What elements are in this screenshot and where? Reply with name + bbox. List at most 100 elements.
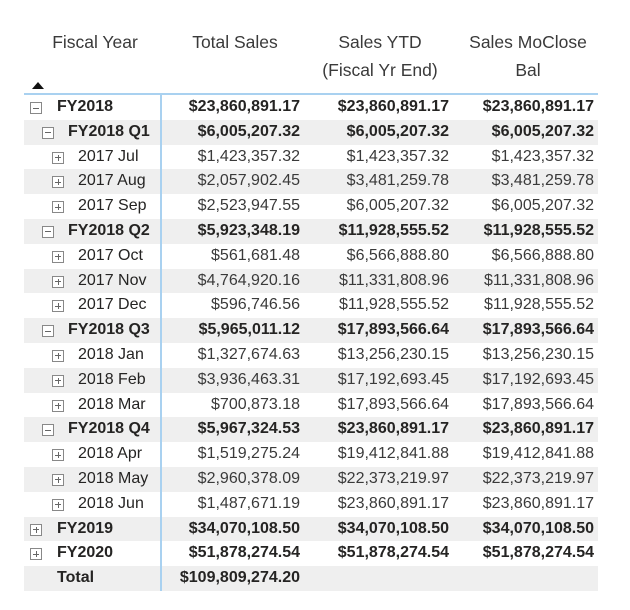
total-sales-cell: $34,070,108.50: [188, 519, 300, 537]
header-sales-ytd[interactable]: Sales YTD (Fiscal Yr End): [310, 28, 450, 84]
expand-plus-icon[interactable]: [30, 523, 42, 536]
row-header-divider: [160, 95, 162, 591]
total-sales-cell: $2,523,947.55: [197, 197, 300, 215]
total-sales-cell: $1,423,357.32: [197, 147, 300, 165]
total-sales-cell: $4,764,920.16: [197, 271, 300, 289]
sales-moclose-cell: $23,860,891.17: [482, 98, 594, 115]
row-label: 2018 May: [78, 469, 149, 487]
row-label: 2017 Jul: [78, 147, 139, 165]
total-sales-cell: $23,860,891.17: [188, 98, 300, 115]
expand-plus-icon[interactable]: [52, 349, 64, 362]
row-label: 2018 Jan: [78, 345, 144, 363]
expand-plus-icon[interactable]: [52, 374, 64, 387]
sales-moclose-cell: $6,005,207.32: [491, 197, 594, 215]
table-row[interactable]: FY2019 $34,070,108.50 $34,070,108.50 $34,07…: [24, 516, 598, 542]
sales-ytd-cell: $13,256,230.15: [337, 345, 449, 363]
table-row[interactable]: FY2018 Q4 $5,967,324.53 $23,860,891.17 $23,…: [24, 417, 598, 443]
table-row[interactable]: FY2018 Q3 $5,965,011.12 $17,893,566.64 $17,…: [24, 318, 598, 343]
sales-moclose-cell: $6,566,888.80: [491, 246, 594, 264]
expand-plus-icon[interactable]: [52, 473, 64, 486]
header-fiscal-year[interactable]: Fiscal Year: [52, 32, 138, 52]
table-row[interactable]: FY2018 Q1 $6,005,207.32 $6,005,207.32 $6,00…: [24, 119, 598, 145]
table-row[interactable]: 2018 May $2,960,378.09 $22,373,219.97 $22,3…: [24, 466, 598, 492]
table-row[interactable]: 2018 Jan $1,327,674.63 $13,256,230.15 $13,2…: [24, 343, 598, 368]
row-label: 2017 Dec: [78, 296, 147, 314]
table-row[interactable]: 2018 Apr $1,519,275.24 $19,412,841.88 $19,4…: [24, 442, 598, 467]
collapse-minus-icon[interactable]: [42, 225, 54, 238]
total-sales-cell: $596,746.56: [211, 296, 300, 314]
expand-plus-icon[interactable]: [52, 300, 64, 313]
sales-ytd-cell: $3,481,259.78: [346, 172, 449, 190]
header-sales-ytd-line2: (Fiscal Yr End): [322, 60, 438, 80]
table-row[interactable]: FY2018 Q2 $5,923,348.19 $11,928,555.52 $11,…: [24, 218, 598, 244]
sort-ascending-icon[interactable]: [32, 82, 44, 89]
expand-plus-icon[interactable]: [52, 201, 64, 214]
expand-plus-icon[interactable]: [52, 275, 64, 288]
row-label: FY2018 Q4: [68, 420, 150, 438]
collapse-minus-icon[interactable]: [42, 424, 54, 437]
sales-ytd-cell: $23,860,891.17: [337, 494, 449, 512]
expand-plus-icon[interactable]: [30, 548, 42, 561]
table-row[interactable]: 2017 Aug $2,057,902.45 $3,481,259.78 $3,481…: [24, 169, 598, 195]
header-total-sales[interactable]: Total Sales: [192, 32, 278, 52]
row-label: FY2018 Q1: [68, 122, 150, 140]
row-label: FY2020: [57, 544, 114, 562]
total-sales-cell: $1,519,275.24: [197, 445, 300, 463]
table-row[interactable]: FY2020 $51,878,274.54 $51,878,274.54 $51,87…: [24, 541, 598, 566]
row-label: FY2018: [57, 98, 114, 115]
header-divider: [24, 93, 598, 95]
sales-moclose-cell: $11,331,808.96: [483, 271, 594, 289]
collapse-minus-icon[interactable]: [42, 325, 54, 338]
row-label: 2018 Mar: [78, 395, 146, 413]
sales-moclose-cell: $17,893,566.64: [482, 321, 594, 339]
total-sales-cell: $5,965,011.12: [198, 321, 300, 339]
table-row[interactable]: 2017 Nov $4,764,920.16 $11,331,808.96 $11,3…: [24, 268, 598, 294]
sales-moclose-cell: $17,192,693.45: [482, 370, 594, 388]
sales-ytd-cell: $17,893,566.64: [337, 321, 449, 339]
sales-moclose-cell: $6,005,207.32: [491, 122, 594, 140]
expand-plus-icon[interactable]: [52, 250, 64, 263]
row-label: Total: [57, 569, 95, 587]
row-label: 2018 Apr: [78, 445, 143, 463]
table-row[interactable]: 2017 Sep $2,523,947.55 $6,005,207.32 $6,005…: [24, 194, 598, 219]
collapse-minus-icon[interactable]: [42, 126, 54, 139]
table-row[interactable]: 2018 Feb $3,936,463.31 $17,192,693.45 $17,1…: [24, 367, 598, 393]
expand-plus-icon[interactable]: [52, 176, 64, 189]
row-label: FY2018 Q2: [68, 221, 150, 239]
total-sales-cell: $109,809,274.20: [179, 569, 300, 587]
collapse-minus-icon[interactable]: [30, 102, 42, 114]
table-row[interactable]: 2017 Dec $596,746.56 $11,928,555.52 $11,928…: [24, 293, 598, 318]
total-row[interactable]: Total $109,809,274.20: [24, 566, 598, 591]
sales-moclose-cell: $17,893,566.64: [482, 395, 594, 413]
table-row[interactable]: FY2018 $23,860,891.17 $23,860,891.17 $23,86…: [24, 95, 598, 120]
expand-plus-icon[interactable]: [52, 151, 64, 164]
sales-moclose-cell: $1,423,357.32: [491, 147, 594, 165]
total-sales-cell: $6,005,207.32: [197, 122, 300, 140]
total-sales-cell: $5,967,324.53: [197, 420, 300, 438]
sales-ytd-cell: $23,860,891.17: [337, 98, 449, 115]
sales-moclose-cell: $23,860,891.17: [482, 494, 594, 512]
sales-moclose-cell: $34,070,108.50: [482, 519, 594, 537]
row-label: 2017 Aug: [78, 172, 146, 190]
sales-ytd-cell: $6,005,207.32: [346, 122, 449, 140]
table-row[interactable]: 2018 Mar $700,873.18 $17,893,566.64 $17,893…: [24, 393, 598, 418]
sales-moclose-cell: $11,928,555.52: [483, 221, 594, 239]
expand-plus-icon[interactable]: [52, 498, 64, 511]
total-sales-cell: $3,936,463.31: [197, 370, 300, 388]
header-sales-ytd-line1: Sales YTD: [338, 32, 422, 52]
table-row[interactable]: 2018 Jun $1,487,671.19 $23,860,891.17 $23,8…: [24, 492, 598, 517]
row-label: FY2019: [57, 519, 114, 537]
sales-ytd-cell: $22,373,219.97: [337, 469, 449, 487]
sales-moclose-cell: $3,481,259.78: [491, 172, 594, 190]
table-row[interactable]: 2017 Jul $1,423,357.32 $1,423,357.32 $1,423…: [24, 145, 598, 170]
table-row[interactable]: 2017 Oct $561,681.48 $6,566,888.80 $6,566,8…: [24, 244, 598, 269]
total-sales-cell: $5,923,348.19: [197, 221, 300, 239]
sales-ytd-cell: $19,412,841.88: [337, 445, 449, 463]
sales-moclose-cell: $51,878,274.54: [482, 544, 594, 562]
expand-plus-icon[interactable]: [52, 449, 64, 462]
sales-ytd-cell: $17,192,693.45: [337, 370, 449, 388]
header-sales-moclose-line2: Bal: [515, 60, 541, 80]
expand-plus-icon[interactable]: [52, 399, 64, 412]
row-label: 2018 Jun: [78, 494, 144, 512]
header-sales-moclose[interactable]: Sales MoClose Bal: [458, 28, 598, 84]
